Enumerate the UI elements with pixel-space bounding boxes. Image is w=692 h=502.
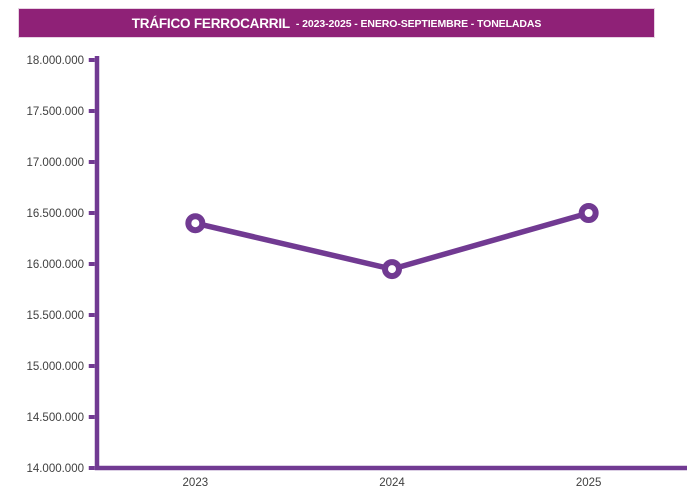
y-axis-tick-label: 14.500.000: [26, 412, 84, 424]
chart-title-bar: TRÁFICO FERROCARRIL - 2023-2025 - ENERO-…: [18, 8, 655, 38]
data-point-marker-2025: [578, 203, 599, 223]
axis-lines: [94, 56, 687, 471]
x-axis-tick-label: 2025: [576, 477, 602, 489]
x-axis-tick-label: 2023: [183, 477, 209, 489]
x-axis-tick-label: 2024: [379, 477, 405, 489]
data-point-marker-2023: [185, 213, 206, 234]
chart-title-main: TRÁFICO FERROCARRIL: [131, 15, 290, 31]
y-axis-tick-label: 16.500.000: [26, 208, 84, 220]
data-point-marker-2024: [382, 259, 402, 280]
y-axis-tick-label: 17.500.000: [26, 106, 84, 118]
y-axis-tick-label: 15.000.000: [26, 361, 84, 373]
y-axis-tick-label: 15.500.000: [26, 310, 84, 322]
y-axis-tick-label: 14.000.000: [26, 463, 84, 475]
chart-title-sub: - 2023-2025 - ENERO-SEPTIEMBRE - TONELAD…: [295, 17, 542, 30]
y-axis-tick-label: 16.000.000: [26, 259, 84, 271]
y-axis-tick-label: 18.000.000: [26, 55, 84, 67]
y-axis-tick-label: 17.000.000: [26, 157, 84, 169]
